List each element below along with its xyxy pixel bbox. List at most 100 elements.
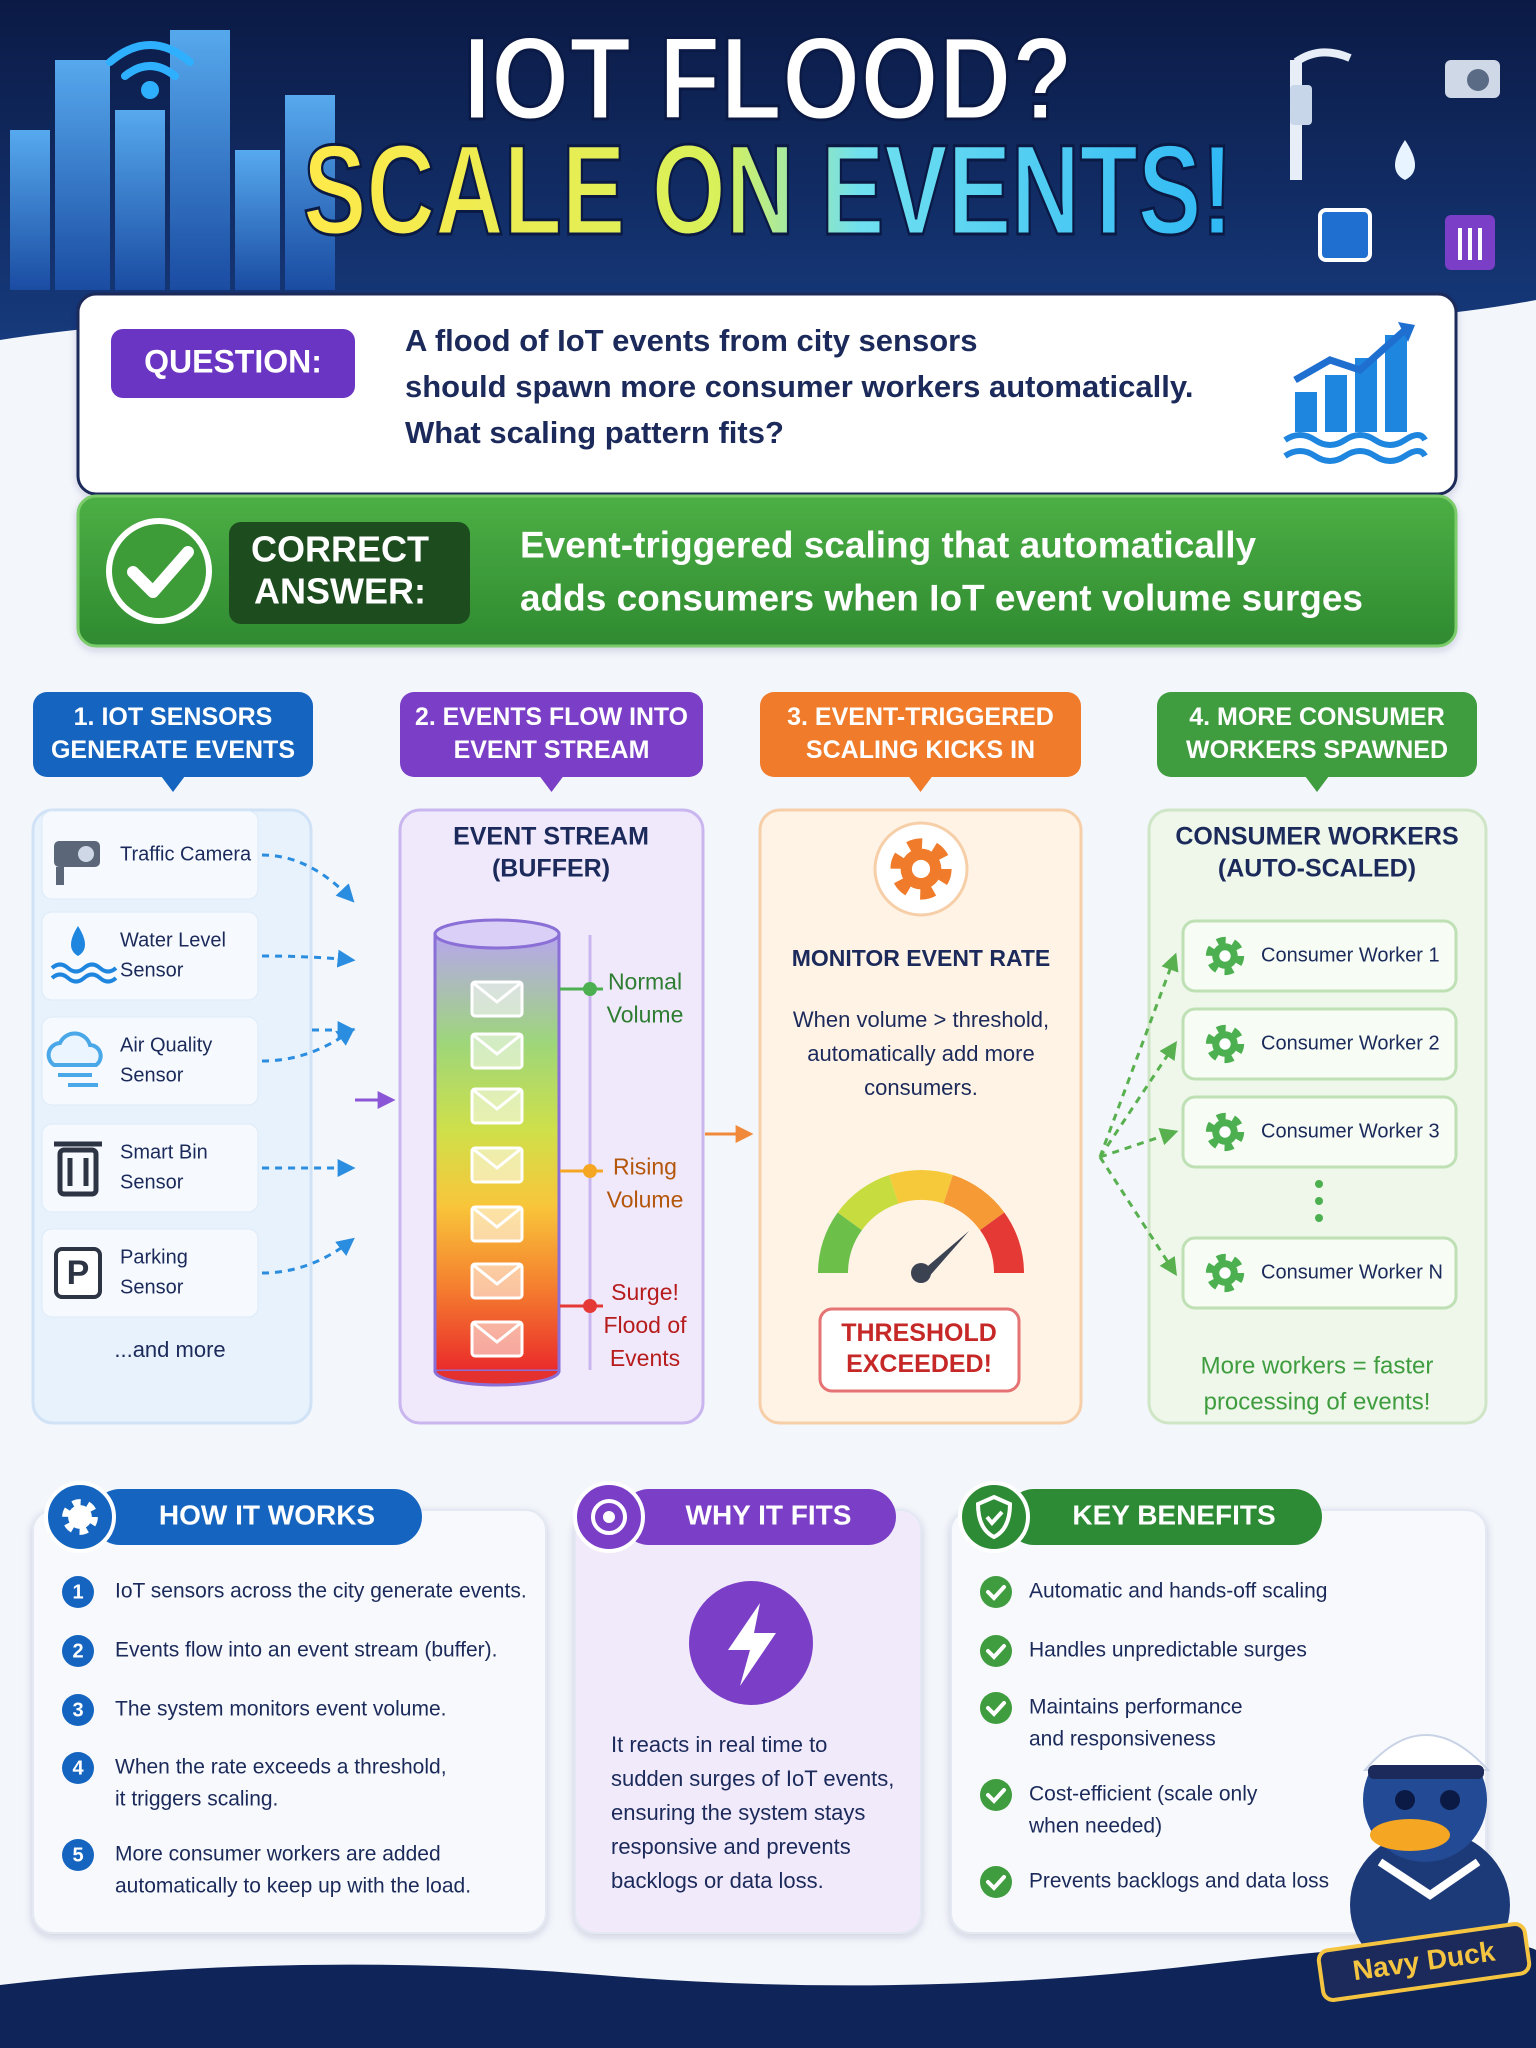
workers-footer: processing of events! xyxy=(1204,1388,1431,1415)
level-dot xyxy=(583,1164,597,1178)
title: SCALE ON EVENTS! xyxy=(303,119,1233,262)
gear-icon xyxy=(911,859,931,879)
gear-icon xyxy=(1205,1024,1245,1064)
how-text: Events flow into an event stream (buffer… xyxy=(115,1639,497,1662)
gauge-arc xyxy=(979,1212,1024,1274)
decoration xyxy=(10,130,50,290)
sensor-name: Smart Bin xyxy=(120,1141,208,1163)
check-mark xyxy=(986,1701,1006,1717)
flow-arrow xyxy=(261,949,356,968)
sensor-name: Sensor xyxy=(120,1171,184,1193)
worker-name: Consumer Worker N xyxy=(1261,1261,1443,1283)
mascot-banner xyxy=(1316,1922,1532,2002)
how-text: When the rate exceeds a threshold, xyxy=(115,1756,447,1779)
decoration xyxy=(1295,392,1317,432)
step-title: 1. IOT SENSORS xyxy=(74,703,273,731)
decoration xyxy=(121,62,179,80)
duck-beak xyxy=(1370,1819,1450,1851)
sensor-name: Sensor xyxy=(120,1276,184,1298)
panel xyxy=(31,808,313,1425)
card-title-icon xyxy=(958,1481,1030,1553)
gauge-arc xyxy=(818,1212,863,1274)
level-dot xyxy=(583,1299,597,1313)
decoration xyxy=(235,150,280,290)
decoration xyxy=(1293,327,1408,384)
card-title-pill xyxy=(621,1489,896,1545)
monitor-title: MONITOR EVENT RATE xyxy=(792,945,1051,971)
stream-title: EVENT STREAM xyxy=(453,823,649,851)
answer-label: ANSWER: xyxy=(254,571,426,612)
sensor-name: Air Quality xyxy=(120,1034,212,1056)
card-title-pill xyxy=(92,1489,422,1545)
card-title-pill xyxy=(1006,1489,1322,1545)
gauge-arc xyxy=(837,1175,899,1231)
step-number-badge xyxy=(62,1635,94,1667)
event-envelope xyxy=(471,1320,523,1344)
check-mark xyxy=(986,1875,1006,1891)
step-number: 5 xyxy=(72,1844,83,1866)
decoration xyxy=(141,81,159,99)
step-number: 1 xyxy=(72,1581,83,1603)
event-envelope xyxy=(471,1087,523,1111)
decoration xyxy=(285,95,335,290)
how-text: IoT sensors across the city generate eve… xyxy=(115,1580,527,1603)
worker-box xyxy=(1181,919,1458,993)
workers-footer: More workers = faster xyxy=(1201,1352,1434,1379)
gear-icon xyxy=(62,1499,98,1535)
mascot-banner: Navy Duck xyxy=(1316,1922,1532,2002)
decoration xyxy=(106,41,194,66)
step-pointer xyxy=(161,776,185,792)
gauge-arc xyxy=(889,1170,953,1204)
duck-eye xyxy=(1395,1790,1415,1810)
step-pointer xyxy=(539,776,564,792)
target-icon xyxy=(591,1499,627,1535)
check-mark xyxy=(986,1788,1006,1804)
decoration: IOT FLOOD?SCALE ON EVENTS! QUESTION: A flo… xyxy=(31,12,1532,2002)
step-pointer xyxy=(1305,776,1329,792)
level-label: Rising xyxy=(613,1154,677,1180)
benefit-text: Handles unpredictable surges xyxy=(1029,1639,1307,1662)
title: IOT FLOOD? xyxy=(463,13,1073,145)
bin-icon xyxy=(54,1141,102,1186)
spawn-arrow xyxy=(1098,952,1179,1158)
decoration xyxy=(10,30,335,290)
question-text: should spawn more consumer workers autom… xyxy=(405,369,1193,404)
worker-box xyxy=(1181,1236,1458,1310)
decoration xyxy=(1283,432,1428,448)
gear-icon xyxy=(1219,1038,1231,1050)
monitor-text: When volume > threshold, xyxy=(793,1007,1049,1032)
gear-icon xyxy=(1205,1112,1245,1152)
event-envelope xyxy=(471,1262,523,1286)
decoration xyxy=(1398,322,1415,342)
sensor-more: ...and more xyxy=(114,1337,225,1362)
check-badge xyxy=(980,1576,1012,1608)
step-number: 2 xyxy=(72,1640,83,1662)
decoration xyxy=(1283,322,1428,464)
camera-icon xyxy=(56,867,64,885)
decoration xyxy=(115,110,165,290)
workers-title: CONSUMER WORKERS xyxy=(1175,823,1458,851)
cloud-icon xyxy=(58,1073,98,1087)
question-label: QUESTION: xyxy=(144,343,322,379)
more-dots xyxy=(1315,1214,1323,1222)
gear-icon xyxy=(1219,1126,1231,1138)
how-text: it triggers scaling. xyxy=(115,1788,278,1811)
decoration xyxy=(0,1942,1536,2048)
decoration xyxy=(1290,85,1312,125)
level-label: Volume xyxy=(607,1187,684,1213)
benefit-text: and responsiveness xyxy=(1029,1728,1216,1751)
spawn-arrow xyxy=(1098,1041,1177,1158)
decoration xyxy=(1395,140,1415,180)
decoration xyxy=(1385,335,1407,432)
benefit-text: Maintains performance xyxy=(1029,1696,1243,1719)
step-number-badge xyxy=(62,1694,94,1726)
benefit-text: when needed) xyxy=(1028,1815,1162,1838)
check-mark xyxy=(986,1585,1006,1601)
benefit-text: Automatic and hands-off scaling xyxy=(1029,1580,1327,1603)
step-pill xyxy=(33,692,313,777)
card xyxy=(32,1509,547,1934)
sensor-name: Water Level xyxy=(120,929,226,951)
worker-name: Consumer Worker 3 xyxy=(1261,1120,1440,1142)
